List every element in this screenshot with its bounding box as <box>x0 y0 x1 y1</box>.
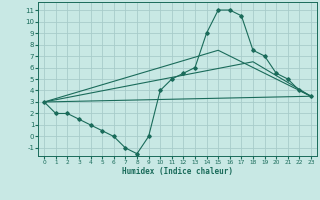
X-axis label: Humidex (Indice chaleur): Humidex (Indice chaleur) <box>122 167 233 176</box>
